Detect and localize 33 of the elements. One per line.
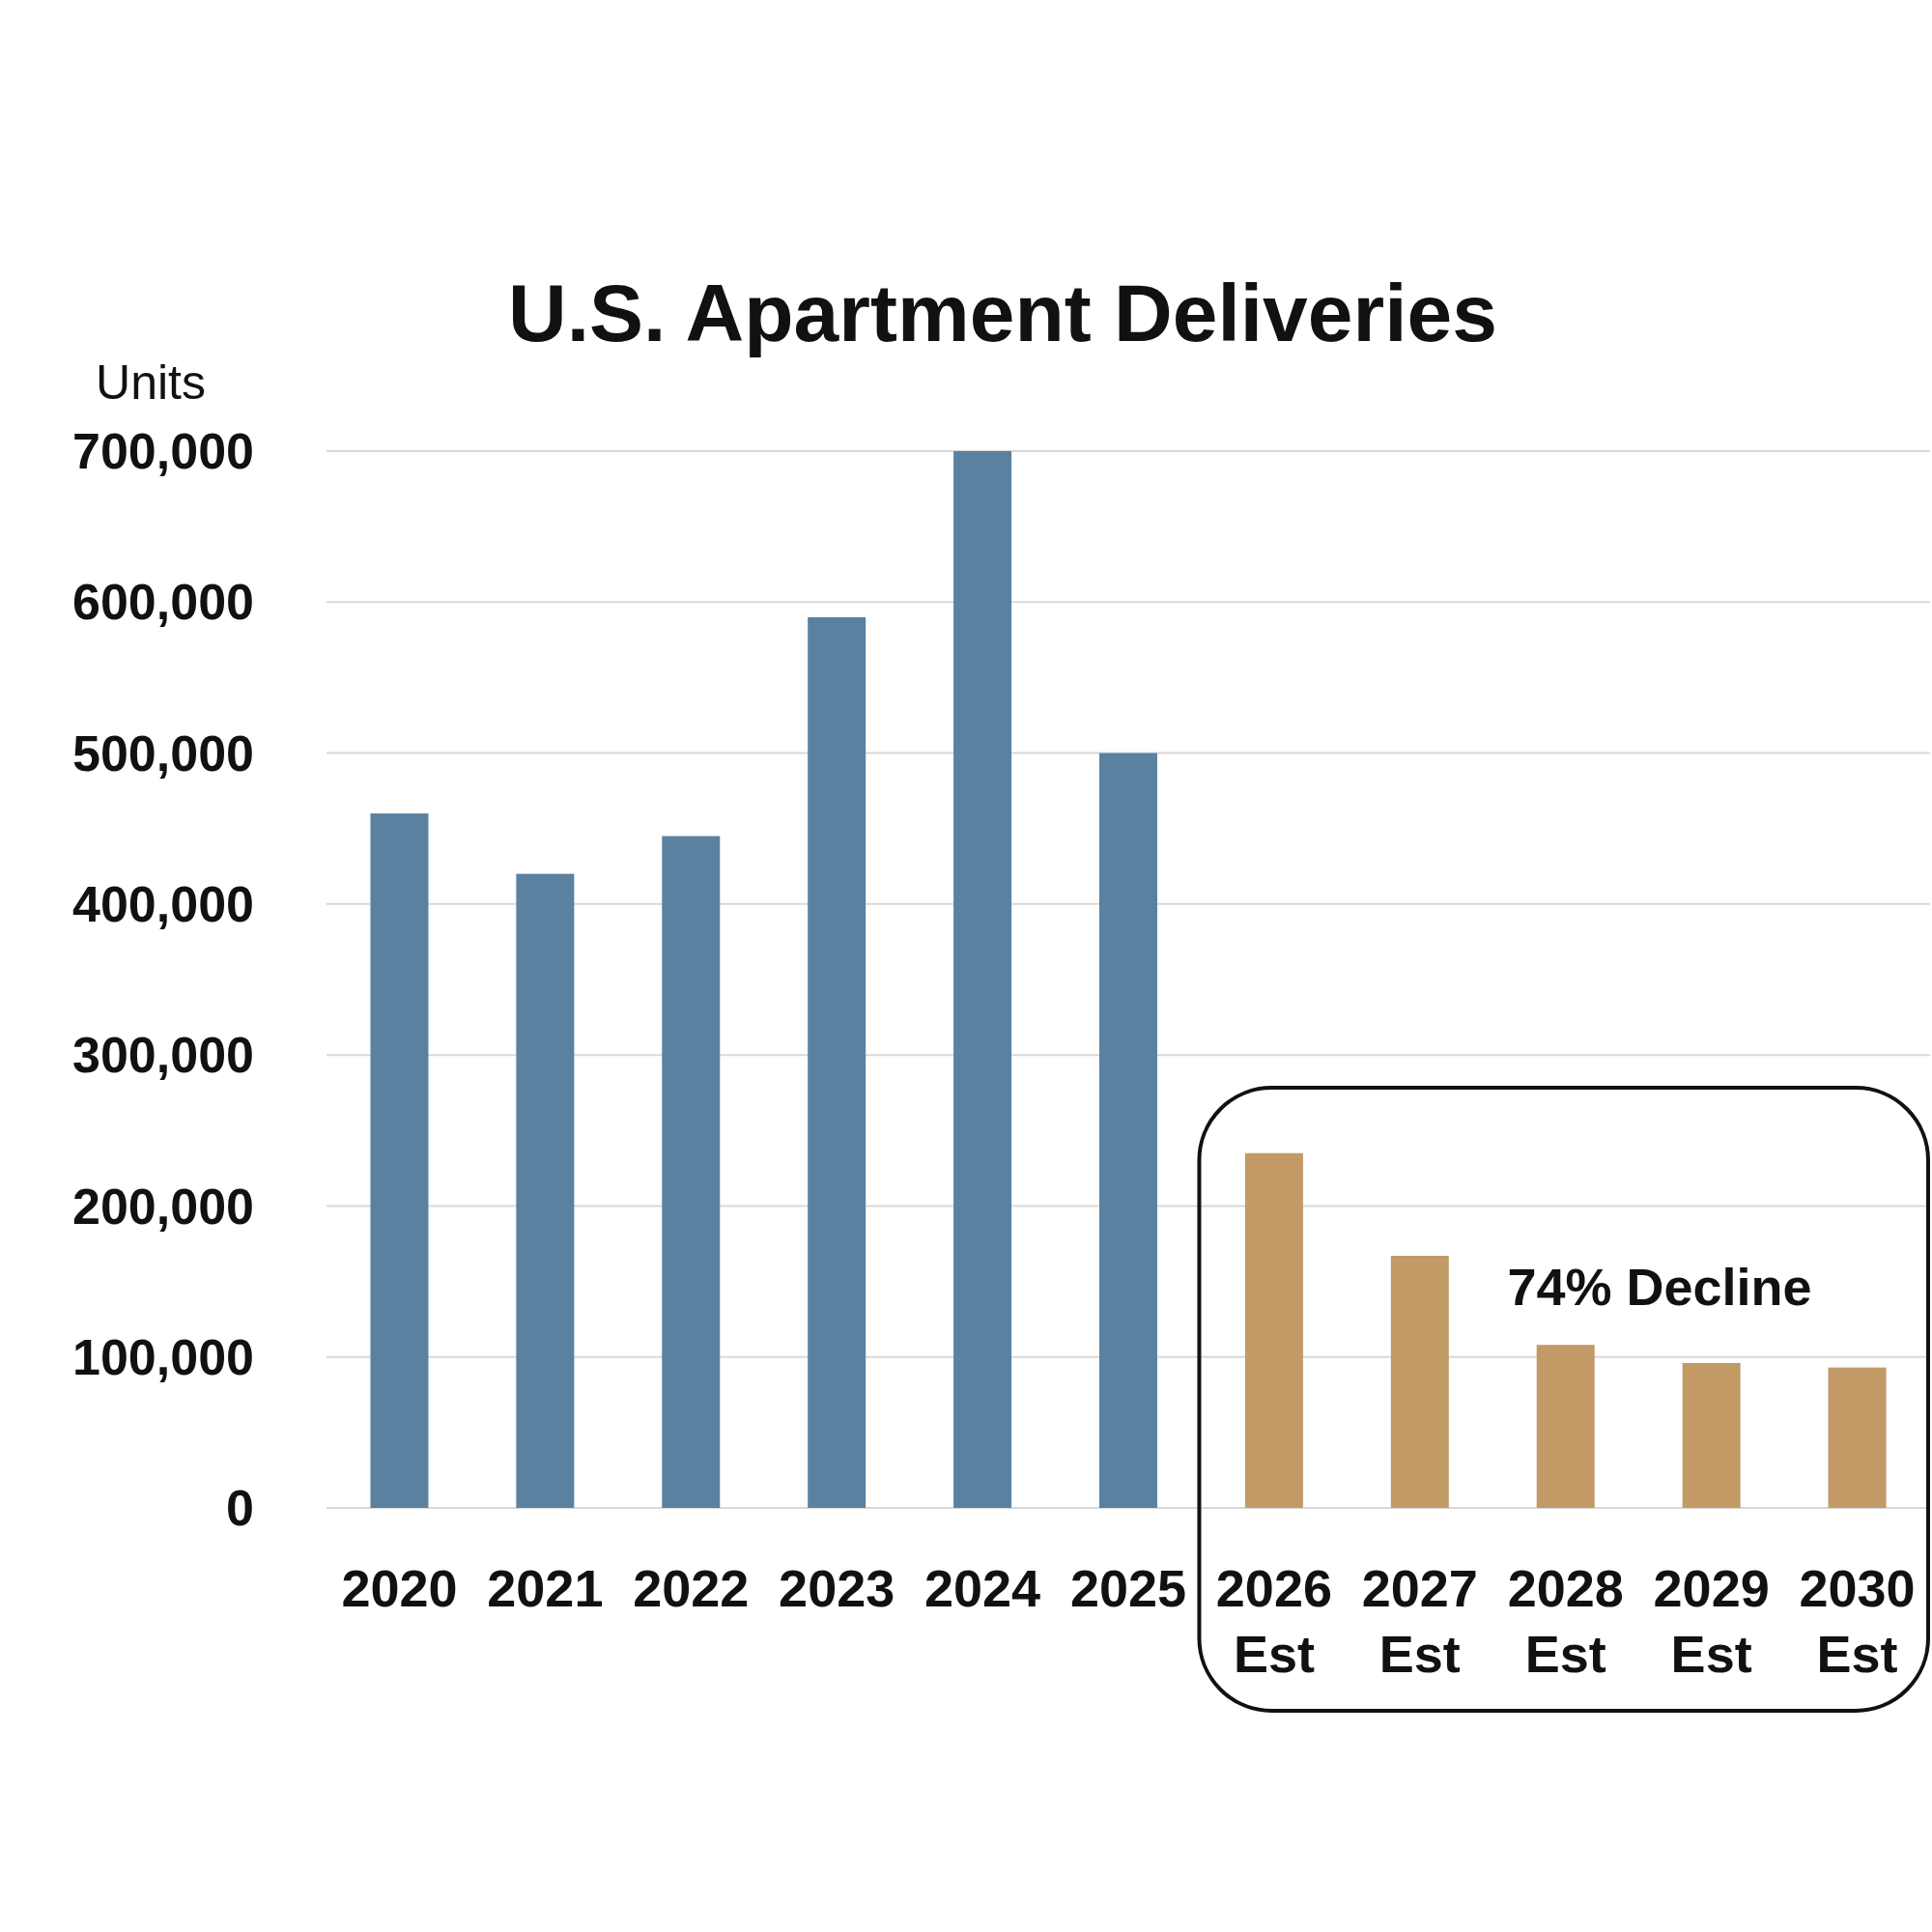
y-tick-label: 300,000 bbox=[72, 1027, 254, 1084]
y-tick-label: 700,000 bbox=[72, 423, 254, 480]
y-tick-label: 400,000 bbox=[72, 876, 254, 933]
y-tick-label: 0 bbox=[226, 1480, 254, 1537]
x-tick-label: 2025 bbox=[1069, 1559, 1187, 1617]
bar bbox=[370, 813, 429, 1508]
x-tick-label: 2027 Est bbox=[1361, 1559, 1478, 1683]
y-tick-label: 200,000 bbox=[72, 1178, 254, 1235]
x-tick-label: 2030 Est bbox=[1799, 1559, 1916, 1683]
x-tick-label: 2028 Est bbox=[1507, 1559, 1624, 1683]
bar bbox=[1828, 1367, 1887, 1508]
bar bbox=[1390, 1256, 1449, 1508]
chart-title: U.S. Apartment Deliveries bbox=[508, 268, 1497, 358]
y-tick-label: 100,000 bbox=[72, 1328, 254, 1385]
x-tick-label: 2020 bbox=[341, 1559, 458, 1617]
x-tick-label: 2021 bbox=[487, 1559, 604, 1617]
x-tick-label: 2029 Est bbox=[1653, 1559, 1770, 1683]
x-tick-label: 2026 Est bbox=[1215, 1559, 1332, 1683]
bar bbox=[1244, 1152, 1303, 1508]
bar bbox=[662, 836, 721, 1508]
bar bbox=[953, 451, 1012, 1508]
bar bbox=[1682, 1362, 1741, 1508]
x-tick-label: 2023 bbox=[779, 1559, 895, 1617]
y-axis-title: Units bbox=[96, 355, 206, 410]
x-tick-label: 2024 bbox=[924, 1559, 1041, 1617]
x-tick-label: 2022 bbox=[633, 1559, 750, 1617]
y-tick-label: 500,000 bbox=[72, 724, 254, 781]
bar bbox=[808, 616, 867, 1508]
bar bbox=[516, 873, 575, 1508]
bar bbox=[1099, 753, 1157, 1508]
bar bbox=[1536, 1345, 1595, 1508]
y-tick-label: 600,000 bbox=[72, 574, 254, 631]
annotation: 74% Decline bbox=[1507, 1258, 1812, 1316]
